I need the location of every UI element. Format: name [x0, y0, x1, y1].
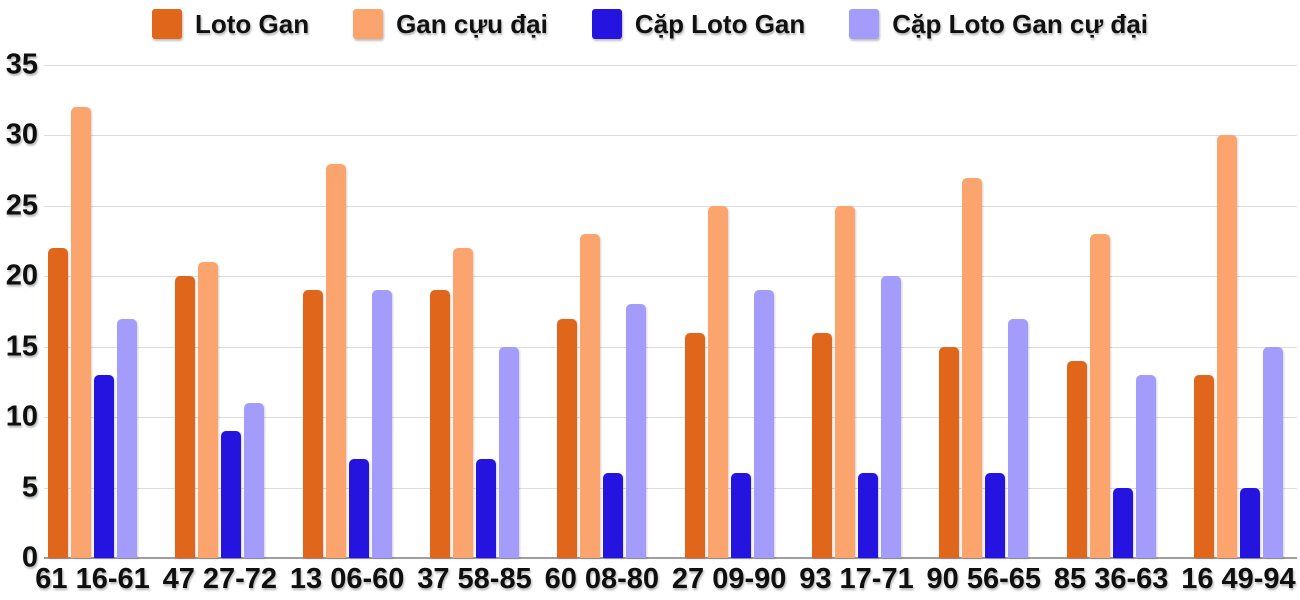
bar[interactable] [48, 248, 68, 558]
bar[interactable] [753, 290, 774, 558]
bar[interactable] [580, 234, 601, 558]
bar[interactable] [1089, 234, 1110, 558]
bar[interactable] [985, 473, 1006, 558]
bar[interactable] [348, 459, 369, 558]
y-tick-label: 15 [5, 330, 38, 363]
bar-groups: 61 16-61 47 27-72 13 06-60 37 58-85 60 08-80… [35, 65, 1296, 594]
bar[interactable] [1008, 319, 1029, 558]
x-axis-line [44, 557, 1297, 559]
bar[interactable] [626, 304, 647, 558]
bar[interactable] [117, 319, 137, 558]
bar[interactable] [1193, 375, 1214, 558]
gridline [44, 488, 1297, 489]
bar-group-1: 47 27-72 [163, 65, 277, 594]
legend-item-2[interactable]: Cặp Loto Gan [591, 8, 806, 40]
bar[interactable] [1216, 135, 1237, 558]
bar[interactable] [429, 290, 450, 558]
bar[interactable] [1262, 347, 1283, 558]
legend-item-1[interactable]: Gan cựu đại [353, 9, 548, 40]
bar[interactable] [71, 107, 91, 558]
bar[interactable] [707, 206, 728, 558]
y-tick-label: 5 [21, 471, 38, 504]
bar-group-2: 13 06-60 [290, 65, 404, 594]
gridline [44, 347, 1297, 348]
bar[interactable] [1135, 375, 1156, 558]
bar-group-5: 27 09-90 [672, 65, 786, 594]
bar[interactable] [175, 276, 196, 558]
bar[interactable] [962, 178, 983, 558]
x-tick-label: 60 08-80 [544, 563, 660, 595]
bar[interactable] [1112, 488, 1133, 558]
gridline [44, 65, 1297, 66]
gridline [44, 276, 1297, 277]
bar[interactable] [1239, 488, 1260, 558]
x-tick-label: 37 58-85 [417, 563, 532, 595]
y-tick-label: 10 [5, 400, 38, 433]
y-tick-label: 30 [5, 118, 38, 151]
legend-swatch-icon [591, 9, 622, 39]
bar-group-4: 60 08-80 [545, 65, 659, 594]
bar-group-7: 90 56-65 [927, 65, 1041, 594]
bar-group-9: 16 49-94 [1181, 65, 1296, 594]
legend: Loto Gan Gan cựu đại Cặp Loto Gan Cặp Loto … [0, 5, 1300, 43]
bar[interactable] [684, 333, 705, 558]
legend-swatch-icon [353, 9, 384, 39]
x-tick-label: 13 06-60 [289, 563, 405, 595]
bar[interactable] [198, 262, 219, 558]
bar[interactable] [302, 290, 323, 558]
legend-label: Loto Gan [194, 8, 310, 39]
x-tick-label: 47 27-72 [162, 563, 278, 595]
y-tick-label: 25 [5, 189, 38, 222]
bar[interactable] [603, 473, 624, 558]
bar-group-6: 93 17-71 [799, 65, 914, 594]
bar[interactable] [371, 290, 392, 558]
x-tick-label: 27 09-90 [671, 563, 787, 595]
gridline [44, 206, 1297, 207]
bar[interactable] [221, 431, 242, 558]
bar[interactable] [939, 347, 960, 558]
bar[interactable] [1066, 361, 1087, 558]
bar-group-0: 61 16-61 [35, 65, 150, 594]
bar-group-8: 85 36-63 [1054, 65, 1168, 594]
legend-label: Cặp Loto Gan cự đại [892, 8, 1148, 39]
gridline [44, 417, 1297, 418]
legend-item-3[interactable]: Cặp Loto Gan cự đại [849, 9, 1148, 40]
bar[interactable] [857, 473, 878, 558]
x-tick-label: 85 36-63 [1053, 563, 1169, 595]
legend-label: Gan cựu đại [396, 8, 548, 39]
bar-group-3: 37 58-85 [417, 65, 532, 594]
bar[interactable] [498, 347, 519, 558]
bar[interactable] [452, 248, 473, 558]
bar[interactable] [475, 459, 496, 558]
legend-item-0[interactable]: Loto Gan [151, 8, 310, 40]
bar[interactable] [94, 375, 114, 558]
x-tick-label: 90 56-65 [926, 563, 1042, 595]
x-tick-label: 16 49-94 [1181, 563, 1296, 595]
legend-swatch-icon [849, 9, 880, 39]
legend-swatch-icon [151, 9, 182, 39]
bar[interactable] [811, 333, 832, 558]
x-tick-label: 93 17-71 [799, 563, 914, 595]
bar[interactable] [557, 319, 578, 558]
bar[interactable] [325, 164, 346, 558]
bar[interactable] [730, 473, 751, 558]
y-tick-label: 35 [5, 48, 38, 81]
y-tick-label: 20 [5, 259, 38, 292]
y-tick-label: 0 [21, 541, 38, 574]
bar[interactable] [880, 276, 901, 558]
bar[interactable] [834, 206, 855, 558]
bar[interactable] [244, 403, 265, 558]
x-tick-label: 61 16-61 [35, 563, 150, 595]
legend-label: Cặp Loto Gan [634, 8, 806, 39]
gridline [44, 135, 1297, 136]
